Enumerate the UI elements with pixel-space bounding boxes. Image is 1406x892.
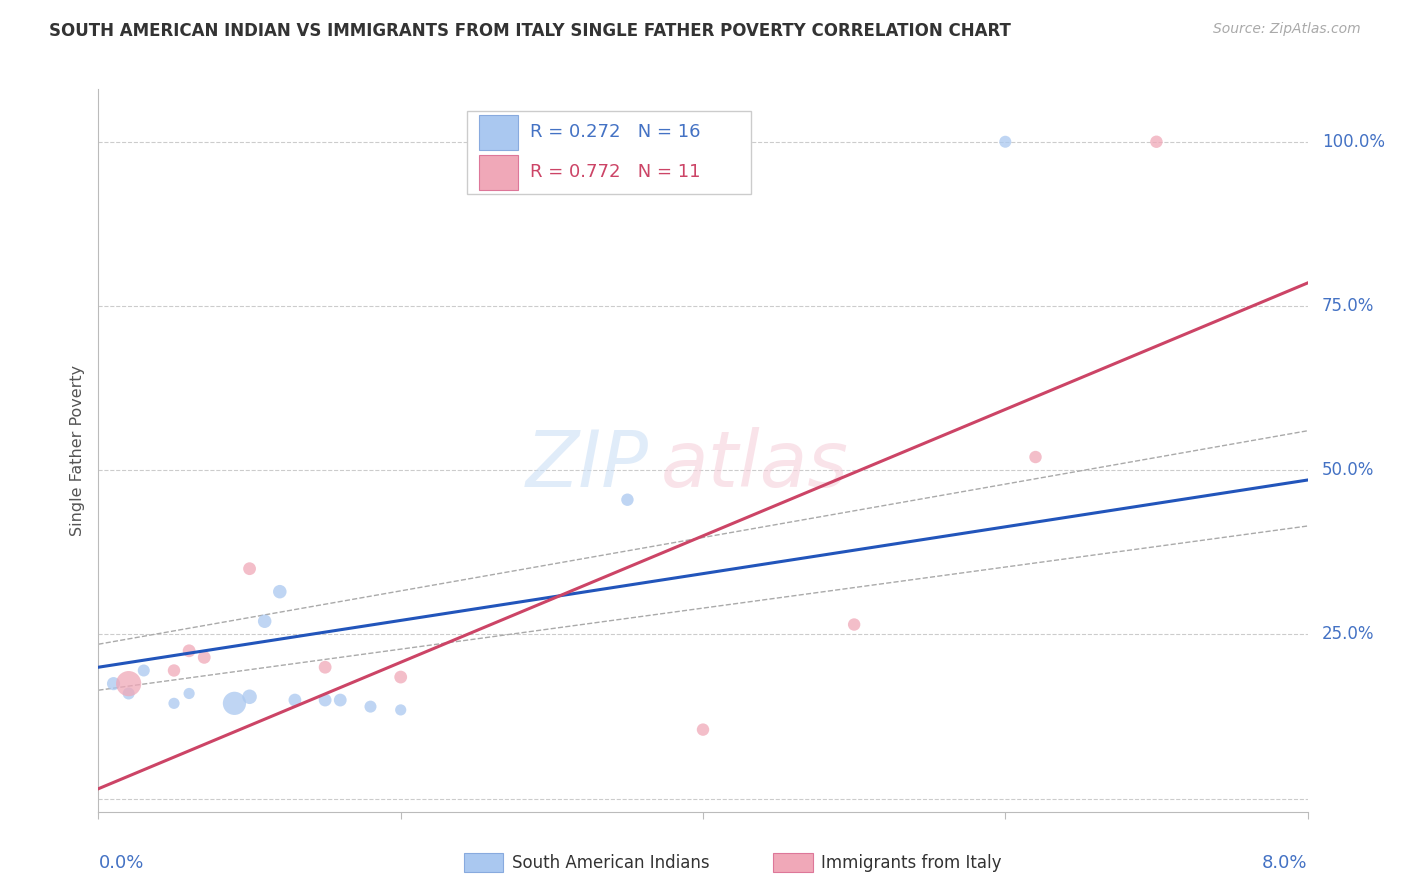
Point [389, 670, 412, 684]
Point [239, 690, 262, 704]
Bar [479, 155, 517, 190]
Text: SOUTH AMERICAN INDIAN VS IMMIGRANTS FROM ITALY SINGLE FATHER POVERTY CORRELATION: SOUTH AMERICAN INDIAN VS IMMIGRANTS FROM… [49, 22, 1011, 40]
Point [692, 723, 714, 737]
Text: Source: ZipAtlas.com: Source: ZipAtlas.com [1213, 22, 1361, 37]
Point [253, 614, 276, 628]
Point [224, 696, 246, 710]
Point [284, 693, 307, 707]
Point [179, 644, 201, 658]
Point [163, 664, 186, 678]
Text: Immigrants from Italy: Immigrants from Italy [821, 854, 1001, 871]
Point [994, 135, 1017, 149]
Point [1144, 135, 1167, 149]
Point [193, 650, 215, 665]
Point [163, 696, 186, 710]
Y-axis label: Single Father Poverty: Single Father Poverty [70, 365, 86, 536]
Point [616, 492, 638, 507]
Point [314, 660, 336, 674]
Text: 100.0%: 100.0% [1322, 133, 1385, 151]
Text: South American Indians: South American Indians [512, 854, 710, 871]
Text: 75.0%: 75.0% [1322, 297, 1375, 315]
Point [329, 693, 352, 707]
Point [314, 693, 336, 707]
Point [179, 686, 201, 700]
Text: 8.0%: 8.0% [1263, 855, 1308, 872]
Text: 25.0%: 25.0% [1322, 625, 1375, 643]
Point [103, 676, 125, 690]
Text: 0.0%: 0.0% [98, 855, 143, 872]
Point [239, 562, 262, 576]
Text: R = 0.272   N = 16: R = 0.272 N = 16 [530, 123, 700, 141]
Point [269, 584, 291, 599]
Point [1024, 450, 1046, 464]
Bar [479, 115, 517, 150]
Text: atlas: atlas [661, 427, 849, 503]
Point [844, 617, 866, 632]
Point [359, 699, 381, 714]
Point [118, 686, 141, 700]
Point [118, 676, 141, 690]
FancyBboxPatch shape [467, 111, 751, 194]
Text: 50.0%: 50.0% [1322, 461, 1375, 479]
Point [389, 703, 412, 717]
Text: R = 0.772   N = 11: R = 0.772 N = 11 [530, 163, 700, 181]
Text: ZIP: ZIP [526, 427, 648, 503]
Point [132, 664, 155, 678]
